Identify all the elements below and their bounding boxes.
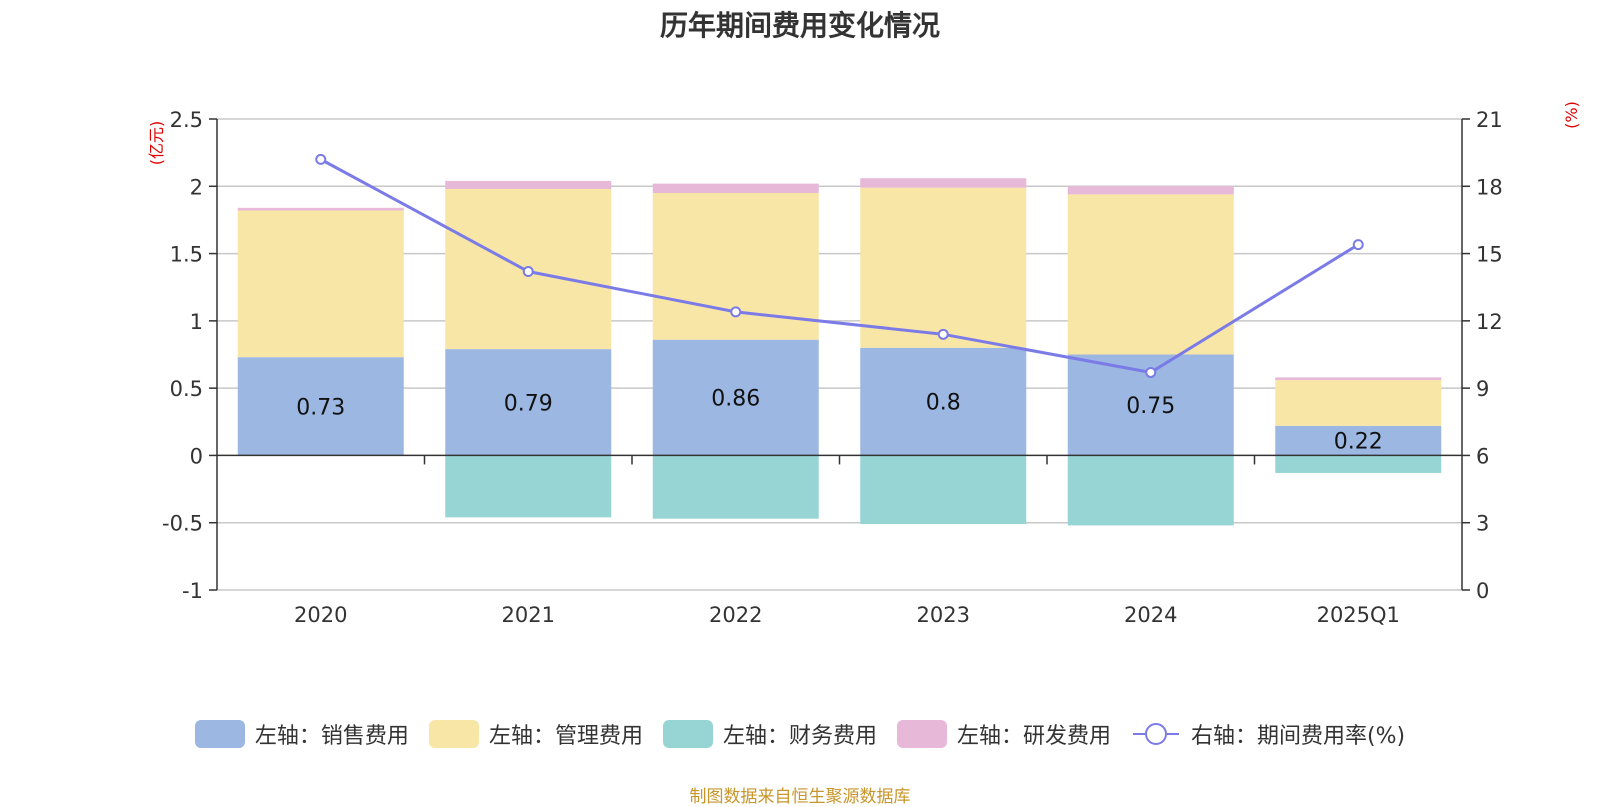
- left-tick-label: 1: [190, 310, 203, 334]
- bar-rd: [445, 180, 612, 189]
- legend-swatch-sales: [194, 720, 245, 748]
- right-tick-label: 6: [1476, 444, 1489, 468]
- left-tick-label: 0: [190, 444, 203, 468]
- right-tick-label: 21: [1476, 108, 1503, 132]
- data-label: 0.75: [1126, 394, 1175, 419]
- chart-area: -1 -0.5 0 0.5 1 1.5 2 2.5 0 3 6 9 12 15 18 21 2020 2021 20…: [147, 101, 1581, 627]
- legend-item-rd[interactable]: 左轴：研发费用: [896, 718, 1111, 750]
- legend-label-rate: 右轴：期间费用率(%): [1190, 724, 1406, 749]
- bar-finance: [1275, 455, 1442, 473]
- category-label: 2024: [1124, 603, 1177, 627]
- right-tick-label: 9: [1476, 377, 1489, 401]
- bar-sales: [1275, 425, 1442, 456]
- legend-label-admin: 左轴：管理费用: [488, 724, 643, 749]
- bar-admin: [860, 187, 1027, 348]
- bar-sales: [445, 349, 612, 456]
- data-label: 0.73: [296, 395, 345, 420]
- bar-admin: [237, 210, 404, 358]
- left-tick-label: 2: [190, 175, 203, 199]
- data-label: 0.86: [711, 387, 760, 412]
- left-tick-label: 2.5: [170, 108, 203, 132]
- category-label: 2023: [917, 603, 970, 627]
- data-source-note: 制图数据来自恒生聚源数据库: [689, 787, 911, 807]
- category-label: 2022: [709, 603, 762, 627]
- chart-title: 历年期间费用变化情况: [659, 9, 940, 42]
- legend-label-finance: 左轴：财务费用: [722, 724, 877, 749]
- legend-label-sales: 左轴：销售费用: [254, 724, 409, 749]
- left-tick-label: 1.5: [170, 243, 203, 267]
- rate-point: [730, 306, 742, 318]
- bar-finance: [860, 455, 1027, 525]
- bars: [237, 178, 1442, 526]
- rate-point: [522, 266, 534, 278]
- line-marker-icon: [1132, 723, 1179, 745]
- right-axis-unit: (%): [1562, 101, 1581, 129]
- bar-rd: [1275, 377, 1442, 381]
- right-tick-label: 15: [1476, 243, 1503, 267]
- bar-admin: [1275, 380, 1442, 426]
- right-tick-label: 0: [1476, 579, 1489, 603]
- right-tick-label: 12: [1476, 310, 1503, 334]
- right-tick-label: 18: [1476, 175, 1503, 199]
- legend-item-sales[interactable]: 左轴：销售费用: [194, 718, 409, 750]
- bar-rd: [237, 207, 404, 211]
- legend: 左轴：销售费用 左轴：管理费用 左轴：财务费用 左轴：研发费用 右轴：期间费用率…: [0, 718, 1600, 750]
- bar-sales: [860, 347, 1027, 456]
- left-axis-unit: (亿元): [147, 121, 166, 166]
- rate-line: [315, 153, 1364, 378]
- rate-point: [1352, 239, 1364, 251]
- bar-admin: [1067, 194, 1234, 355]
- legend-swatch-admin: [428, 720, 479, 748]
- legend-item-admin[interactable]: 左轴：管理费用: [428, 718, 643, 750]
- bar-finance: [445, 455, 612, 518]
- axes: -1 -0.5 0 0.5 1 1.5 2 2.5 0 3 6 9 12 15 18 21 2020 2021 20…: [162, 108, 1503, 627]
- right-tick-label: 3: [1476, 512, 1489, 536]
- bar-sales: [652, 339, 819, 456]
- bar-finance: [652, 455, 819, 519]
- rate-point: [1145, 366, 1157, 378]
- data-label: 0.8: [926, 391, 961, 416]
- rate-point: [937, 328, 949, 340]
- category-label: 2021: [502, 603, 555, 627]
- legend-item-finance[interactable]: 左轴：财务费用: [662, 718, 877, 750]
- bar-sales: [237, 357, 404, 456]
- data-label: 0.22: [1334, 430, 1383, 455]
- legend-swatch-finance: [662, 720, 713, 748]
- left-tick-label: 0.5: [170, 377, 203, 401]
- bar-rd: [860, 178, 1027, 188]
- rate-point: [315, 153, 327, 165]
- grid-lines: [217, 118, 1462, 591]
- bar-rd: [1067, 186, 1234, 195]
- data-labels: 0.73 0.79 0.86 0.8 0.75 0.22: [296, 387, 1382, 455]
- category-label: 2025Q1: [1317, 603, 1400, 627]
- bar-rd: [652, 183, 819, 194]
- legend-item-rate[interactable]: 右轴：期间费用率(%): [1131, 718, 1405, 750]
- category-label: 2020: [294, 603, 347, 627]
- left-tick-label: -0.5: [162, 512, 203, 536]
- data-label: 0.79: [504, 391, 553, 416]
- rate-line-path: [320, 158, 1360, 375]
- legend-label-rd: 左轴：研发费用: [956, 724, 1111, 749]
- left-tick-label: -1: [182, 579, 203, 603]
- bar-finance: [1067, 455, 1234, 526]
- legend-swatch-rd: [896, 720, 947, 748]
